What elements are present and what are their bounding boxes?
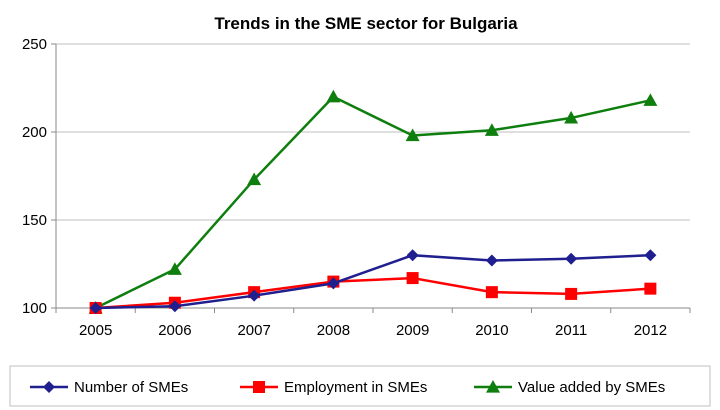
series-lines (88, 89, 658, 314)
legend-entry: Value added by SMEs (474, 379, 665, 396)
data-point (167, 262, 182, 275)
y-tick-label: 250 (22, 36, 47, 53)
grid-lines (56, 43, 690, 221)
x-tick-label: 2012 (634, 322, 667, 339)
x-tick-label: 2011 (555, 322, 587, 339)
y-tick-label: 150 (22, 212, 47, 229)
legend-label: Number of SMEs (74, 379, 188, 396)
y-tick-label: 100 (22, 300, 47, 317)
data-point (565, 252, 578, 265)
data-point (247, 172, 262, 186)
legend-box (9, 365, 711, 407)
series-line (95, 95, 651, 310)
x-tick-label: 2006 (158, 322, 191, 339)
legend-marker (486, 380, 500, 393)
x-tick-label: 2008 (317, 322, 350, 339)
series-line (95, 276, 651, 310)
x-tick-label: 2010 (475, 322, 508, 339)
legend: Number of SMEs Employment in SMEs Value ad… (9, 365, 711, 407)
y-tick-labels: 100 150 200 250 (22, 36, 47, 317)
data-point (484, 123, 499, 136)
data-point (327, 277, 340, 290)
data-point (565, 287, 578, 300)
legend-entry: Number of SMEs (30, 379, 188, 396)
x-tick-labels: 2005 2006 2007 2008 2009 2010 2011 2012 (79, 322, 667, 339)
series-2 (88, 89, 658, 314)
legend-label: Value added by SMEs (518, 379, 665, 396)
series-0 (89, 249, 657, 314)
legend-label: Employment in SMEs (284, 379, 427, 396)
data-point (485, 286, 498, 299)
data-point (485, 254, 498, 267)
data-point (248, 289, 261, 302)
data-point (168, 300, 181, 313)
data-point (406, 249, 419, 262)
data-point (644, 282, 657, 295)
data-point (564, 110, 579, 124)
data-point (405, 128, 420, 142)
x-tick-label: 2005 (79, 322, 112, 339)
chart-title: Trends in the SME sector for Bulgaria (214, 14, 518, 33)
series-line (95, 253, 651, 310)
axes (51, 43, 691, 313)
data-point (89, 302, 102, 314)
data-point (644, 249, 657, 262)
data-point (326, 89, 341, 103)
legend-marker (43, 381, 55, 393)
legend-entry: Employment in SMEs (240, 379, 427, 396)
data-point (643, 93, 658, 106)
y-tick-label: 200 (22, 124, 47, 141)
x-tick-label: 2007 (237, 322, 270, 339)
legend-marker (253, 381, 265, 393)
data-point (406, 272, 419, 285)
x-tick-label: 2009 (396, 322, 429, 339)
